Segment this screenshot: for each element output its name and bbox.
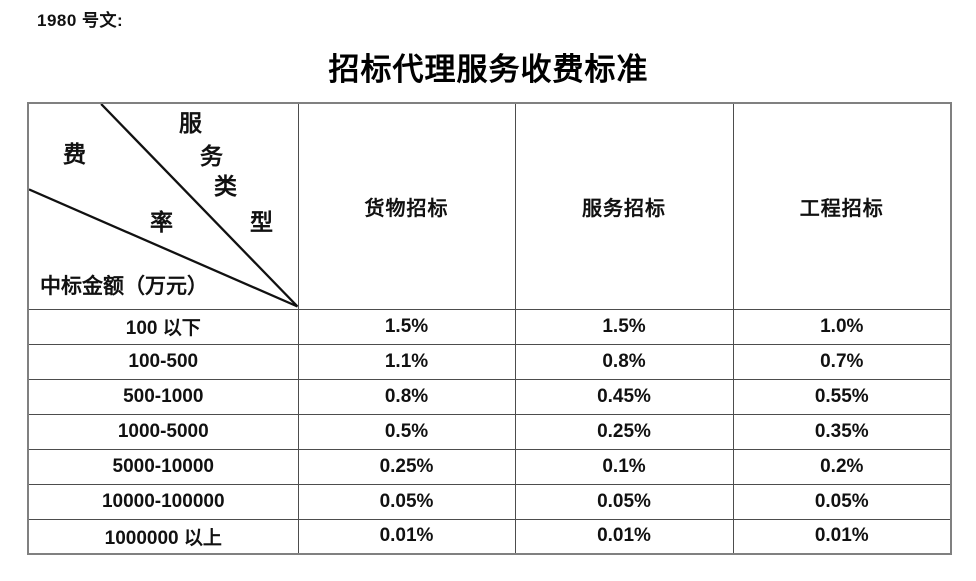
- rate-cell: 0.2%: [732, 448, 952, 485]
- page-title: 招标代理服务收费标准: [328, 52, 649, 87]
- table-row: 100 以下 1.5% 1.5% 1.0%: [27, 308, 952, 345]
- table-row: 100-500 1.1% 0.8% 0.7%: [27, 343, 952, 380]
- rate-cell: 1.5%: [514, 308, 734, 345]
- rate-cell: 0.8%: [297, 378, 516, 415]
- rate-cell: 0.7%: [732, 343, 952, 380]
- rate-cell: 1.0%: [732, 308, 952, 345]
- rate-cell: 0.45%: [514, 378, 734, 415]
- document-ref-label: 1980 号文:: [37, 11, 124, 30]
- rate-cell: 0.5%: [297, 413, 516, 450]
- table-header-row: 服 务 类 型 费 率 中标金额（万元） 货物招标 服务招标 工程招标: [27, 102, 952, 310]
- table-row: 1000000 以上 0.01% 0.01% 0.01%: [27, 518, 952, 555]
- rate-cell: 0.55%: [732, 378, 952, 415]
- rate-cell: 0.8%: [514, 343, 734, 380]
- rate-cell: 0.1%: [514, 448, 734, 485]
- amount-range-cell: 1000-5000: [27, 413, 299, 450]
- rate-cell: 0.35%: [732, 413, 952, 450]
- amount-range-cell: 100-500: [27, 343, 299, 380]
- rate-cell: 0.25%: [514, 413, 734, 450]
- service-type-char: 型: [250, 210, 273, 235]
- amount-range-cell: 10000-100000: [27, 483, 299, 520]
- rate-cell: 1.1%: [297, 343, 516, 380]
- table-row: 500-1000 0.8% 0.45% 0.55%: [27, 378, 952, 415]
- rate-cell: 0.01%: [732, 518, 952, 555]
- column-header-works-bidding: 工程招标: [732, 102, 952, 310]
- table-row: 1000-5000 0.5% 0.25% 0.35%: [27, 413, 952, 450]
- service-type-char: 类: [214, 174, 237, 199]
- column-header-goods-bidding: 货物招标: [297, 102, 516, 310]
- amount-range-cell: 500-1000: [27, 378, 299, 415]
- rate-cell: 0.25%: [297, 448, 516, 485]
- rate-cell: 0.05%: [297, 483, 516, 520]
- amount-range-cell: 1000000 以上: [27, 518, 299, 555]
- rate-cell: 0.05%: [732, 483, 952, 520]
- table-row: 10000-100000 0.05% 0.05% 0.05%: [27, 483, 952, 520]
- service-type-char: 服: [179, 111, 202, 136]
- rate-cell: 0.01%: [297, 518, 516, 555]
- amount-range-cell: 100 以下: [27, 308, 299, 345]
- fee-standard-table: 服 务 类 型 费 率 中标金额（万元） 货物招标 服务招标 工程招标 100 …: [27, 102, 952, 555]
- diagonal-header-cell: 服 务 类 型 费 率 中标金额（万元）: [27, 102, 299, 310]
- fee-rate-char: 费: [63, 142, 86, 167]
- service-type-char: 务: [200, 144, 223, 169]
- diagonal-divider-lines: [29, 104, 297, 308]
- column-header-services-bidding: 服务招标: [514, 102, 734, 310]
- fee-rate-char: 率: [150, 210, 173, 235]
- rate-cell: 1.5%: [297, 308, 516, 345]
- table-row: 5000-10000 0.25% 0.1% 0.2%: [27, 448, 952, 485]
- rate-cell: 0.05%: [514, 483, 734, 520]
- row-axis-label: 中标金额（万元）: [40, 274, 208, 298]
- rate-cell: 0.01%: [514, 518, 734, 555]
- amount-range-cell: 5000-10000: [27, 448, 299, 485]
